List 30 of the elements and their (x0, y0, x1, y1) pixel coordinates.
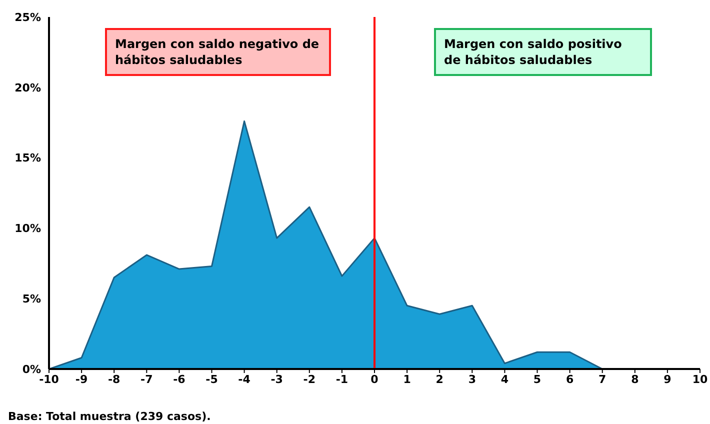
x-tick-label: -3 (270, 372, 283, 386)
x-tick-label: 10 (692, 372, 708, 386)
y-tick-label: 15% (14, 152, 41, 165)
x-tick-label: -7 (140, 372, 153, 386)
x-tick-label: 0 (370, 372, 379, 386)
x-tick-label: -4 (238, 372, 251, 386)
x-tick-label: -8 (108, 372, 120, 386)
x-tick-label: 8 (631, 372, 639, 386)
note-box: Margen con saldo negativo de hábitos saludables (105, 28, 331, 76)
y-tick-label: 10% (14, 222, 41, 236)
x-tick-label: 4 (500, 372, 509, 386)
x-tick-label: -10 (39, 372, 60, 386)
note-box: Margen con saldo positivo de hábitos saludables (434, 28, 652, 76)
x-tick-label: -5 (206, 372, 218, 386)
x-tick-label: -1 (336, 372, 348, 386)
x-tick-label: 1 (403, 372, 411, 386)
x-tick-label: 5 (533, 372, 542, 386)
x-tick-label: -9 (75, 372, 88, 386)
x-tick-label: 7 (598, 372, 606, 386)
x-tick-label: 6 (566, 372, 574, 386)
x-tick-label: -6 (173, 372, 186, 386)
x-tick-label: -2 (303, 372, 316, 386)
y-tick-label: 25% (14, 10, 41, 24)
text: Base: Total muestra (239 casos). (8, 410, 211, 423)
y-tick-label: 20% (14, 81, 41, 94)
x-tick-label: 3 (468, 372, 476, 386)
y-tick-label: 5% (22, 292, 41, 306)
x-tick-label: 9 (664, 372, 672, 386)
x-tick-label: 2 (436, 372, 444, 386)
y-tick-label: 0% (22, 362, 41, 376)
